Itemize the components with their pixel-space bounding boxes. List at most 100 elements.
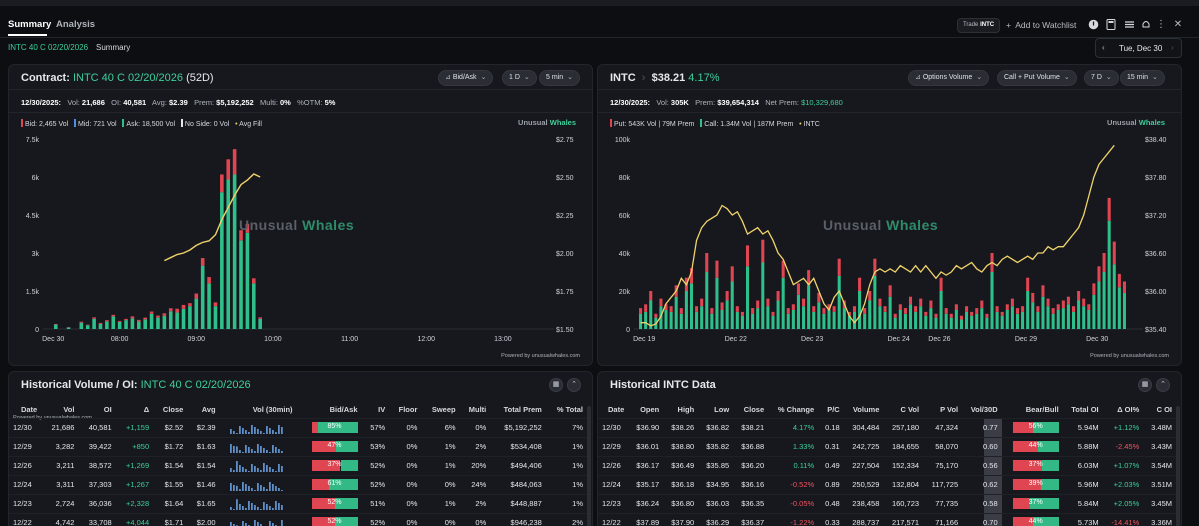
put-bar bbox=[649, 291, 653, 301]
calendar-icon[interactable]: ▦ bbox=[1138, 378, 1152, 392]
column-header[interactable]: C OI bbox=[1156, 405, 1172, 415]
vol-30min-sparkline bbox=[230, 460, 283, 472]
column-header[interactable]: Low bbox=[714, 405, 730, 415]
column-header[interactable]: Total OI bbox=[1071, 405, 1099, 415]
column-header[interactable]: Bid/Ask bbox=[329, 405, 358, 415]
table-row[interactable]: 12/29 3,282 39,422 +850 $1.72 $1.63 47% 53% 0% 1%… bbox=[9, 436, 587, 456]
spark-bar bbox=[281, 450, 283, 453]
column-header[interactable]: Total Prem bbox=[503, 405, 542, 415]
expand-icon[interactable]: ⌃ bbox=[1156, 378, 1170, 392]
close-icon[interactable]: ✕ bbox=[1173, 19, 1183, 30]
spark-bar bbox=[281, 519, 283, 526]
column-header[interactable]: Close bbox=[743, 405, 765, 415]
column-header[interactable]: C Vol bbox=[900, 405, 920, 415]
legend-ask[interactable]: Ask: 18,500 Vol bbox=[126, 121, 176, 128]
legend-noside[interactable]: No Side: 0 Vol bbox=[184, 121, 230, 128]
ask-bar bbox=[181, 308, 186, 329]
table-row[interactable]: 12/22 $37.89 $37.90 $36.29 $36.37 -1.22% 0.33 2… bbox=[598, 512, 1176, 526]
put-bar bbox=[1015, 308, 1020, 314]
add-to-watchlist-button[interactable]: + Add to Watchlist bbox=[1006, 20, 1076, 30]
column-header[interactable]: % Total bbox=[556, 405, 583, 415]
column-header[interactable]: Multi bbox=[468, 405, 487, 415]
trade-button[interactable]: Trade INTC bbox=[957, 18, 1000, 33]
table-row[interactable]: 12/26 3,211 38,572 +1,269 $1.54 $1.54 37% 52% 0%… bbox=[9, 455, 587, 475]
column-header[interactable]: OI bbox=[103, 405, 112, 415]
spark-bar bbox=[278, 463, 280, 472]
more-options-icon[interactable]: ⋮ bbox=[1156, 19, 1166, 30]
column-header[interactable]: IV bbox=[378, 405, 386, 415]
bid-ask-dropdown[interactable]: ⊿ Bid/Ask ⌄ bbox=[438, 70, 494, 86]
range-dropdown[interactable]: 7 D ⌄ bbox=[1084, 70, 1119, 86]
chevron-right-icon[interactable]: › bbox=[1171, 43, 1174, 52]
powered-by[interactable]: Powered by unusualwhales.com bbox=[501, 353, 580, 359]
scrollbar[interactable] bbox=[1176, 406, 1180, 526]
ask-bar bbox=[143, 319, 147, 329]
table-row[interactable]: 12/23 2,724 36,036 +2,328 $1.64 $1.65 52% 51% 0%… bbox=[9, 493, 587, 513]
spark-bar bbox=[260, 523, 262, 526]
column-header[interactable]: Δ bbox=[143, 405, 150, 415]
legend-mid[interactable]: Mid: 721 Vol bbox=[78, 121, 117, 128]
column-header[interactable]: Open bbox=[640, 405, 660, 415]
spark-bar bbox=[263, 486, 265, 491]
calculator-icon[interactable] bbox=[1105, 19, 1117, 31]
table-row[interactable]: 12/29 $36.01 $38.80 $35.82 $36.88 1.33% 0.31 24… bbox=[598, 436, 1176, 456]
legend-ticker[interactable]: INTC bbox=[803, 121, 820, 128]
stat-oi-label: OI: bbox=[111, 98, 122, 107]
cell-bidask: 37% bbox=[296, 455, 362, 475]
subheader-contract[interactable]: INTC 40 C 02/20/2026 bbox=[8, 43, 89, 52]
calendar-icon[interactable]: ▦ bbox=[549, 378, 563, 392]
bell-icon[interactable] bbox=[1140, 19, 1152, 31]
cell-multi: 2% bbox=[459, 493, 491, 513]
column-header[interactable]: P/C bbox=[827, 405, 840, 415]
table-row[interactable]: 12/23 $36.24 $36.80 $36.03 $36.35 -0.05% 0.48 2… bbox=[598, 493, 1176, 513]
tab-analysis[interactable]: Analysis bbox=[56, 19, 96, 30]
put-bar bbox=[1041, 285, 1045, 297]
cell-iv: 52% bbox=[361, 512, 390, 526]
column-header[interactable]: Vol bbox=[63, 405, 75, 415]
column-header[interactable]: % Change bbox=[777, 405, 815, 415]
call-put-dropdown[interactable]: Call + Put Volume ⌄ bbox=[997, 70, 1077, 86]
column-header[interactable]: Δ OI% bbox=[1117, 405, 1140, 415]
column-header[interactable]: P Vol bbox=[940, 405, 959, 415]
interval-dropdown[interactable]: 5 min ⌄ bbox=[539, 70, 580, 86]
column-header[interactable]: High bbox=[677, 405, 695, 415]
tab-summary[interactable]: Summary bbox=[8, 19, 52, 30]
column-header[interactable]: Vol/30D bbox=[970, 405, 998, 415]
layers-icon[interactable] bbox=[1123, 19, 1135, 31]
chevron-left-icon[interactable]: ‹ bbox=[1102, 43, 1105, 52]
column-header[interactable]: Date bbox=[608, 405, 625, 415]
column-header[interactable]: Vol (30min) bbox=[252, 405, 293, 415]
interval-dropdown[interactable]: 15 min ⌄ bbox=[1120, 70, 1165, 86]
arrow-icon: › bbox=[638, 72, 649, 84]
powered-by[interactable]: Powered by unusualwhales.com bbox=[1090, 353, 1169, 359]
table-row[interactable]: 12/24 $35.17 $36.18 $34.95 $36.16 -0.52% 0.89 2… bbox=[598, 474, 1176, 494]
table-row[interactable]: 12/22 4,742 33,708 +4,044 $1.71 $2.00 52% 52% 0%… bbox=[9, 512, 587, 526]
watermark-a: Unusual bbox=[823, 217, 882, 233]
column-header[interactable]: Sweep bbox=[431, 405, 456, 415]
column-header[interactable]: Close bbox=[162, 405, 184, 415]
legend-call[interactable]: Call: 1.34M Vol bbox=[704, 121, 752, 128]
info-icon[interactable] bbox=[1087, 19, 1099, 31]
legend-put[interactable]: Put: 543K Vol bbox=[614, 121, 657, 128]
column-header[interactable]: Floor bbox=[398, 405, 418, 415]
cell-open: $36.17 bbox=[628, 455, 664, 475]
legend-bid[interactable]: Bid: 2,465 Vol bbox=[25, 121, 69, 128]
range-dropdown[interactable]: 1 D ⌄ bbox=[502, 70, 537, 86]
date-label[interactable]: Tue, Dec 30 bbox=[1119, 44, 1163, 53]
scrollbar[interactable] bbox=[587, 406, 591, 526]
spark-bar bbox=[260, 430, 262, 434]
column-header[interactable]: Avg bbox=[201, 405, 216, 415]
column-header[interactable]: Date bbox=[20, 405, 38, 415]
column-header[interactable]: Bear/Bull bbox=[1025, 405, 1059, 415]
expand-icon[interactable]: ⌃ bbox=[567, 378, 581, 392]
table-row[interactable]: 12/24 3,311 37,303 +1,267 $1.55 $1.46 61% 52% 0%… bbox=[9, 474, 587, 494]
call-bar bbox=[705, 272, 709, 329]
column-header[interactable]: Volume bbox=[852, 405, 880, 415]
table-row[interactable]: 12/26 $36.17 $36.49 $35.85 $36.20 0.11% 0.49 22… bbox=[598, 455, 1176, 475]
cell-open: $35.17 bbox=[628, 474, 664, 494]
table-row[interactable]: 12/30 21,686 40,581 +1,159 $2.52 $2.39 85% 57% 0… bbox=[9, 417, 587, 437]
cell-prem: $534,408 bbox=[490, 436, 546, 456]
legend-avgfill[interactable]: Avg Fill bbox=[239, 121, 262, 128]
options-volume-dropdown[interactable]: ⊿ Options Volume ⌄ bbox=[908, 70, 990, 86]
table-row[interactable]: 12/30 $36.90 $38.26 $36.82 $38.21 4.17% 0.18 30… bbox=[598, 417, 1176, 437]
